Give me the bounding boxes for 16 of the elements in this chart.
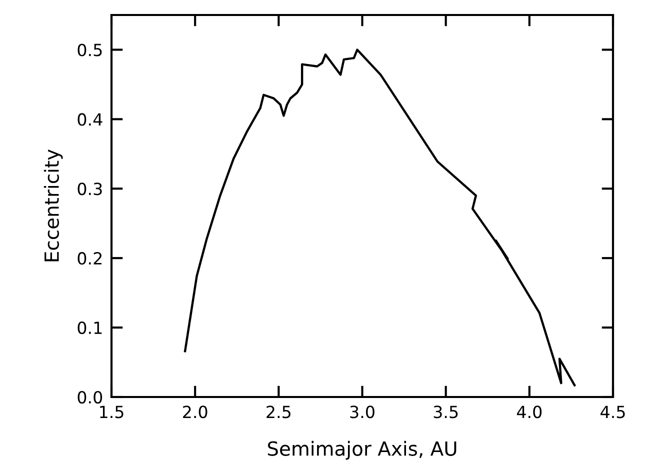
x-tick-label: 2.5 bbox=[266, 406, 290, 418]
x-tick-label: 1.5 bbox=[100, 406, 124, 418]
x-tick-label: 2.0 bbox=[183, 406, 208, 418]
y-axis-title: Eccentricity bbox=[44, 149, 63, 262]
x-tick-label: 4.0 bbox=[516, 406, 542, 418]
x-tick-label: 3.5 bbox=[434, 406, 458, 418]
y-tick-label: 0.3 bbox=[78, 182, 102, 196]
y-tick-label: 0.5 bbox=[78, 44, 102, 56]
line-series bbox=[184, 48, 576, 386]
x-tick-label: 3.0 bbox=[350, 406, 374, 418]
x-axis-title: Semimajor Axis, AU bbox=[268, 440, 456, 460]
y-tick-label: 0.0 bbox=[78, 390, 102, 404]
y-tick-label: 0.2 bbox=[78, 252, 102, 265]
y-tick-label: 0.1 bbox=[78, 322, 102, 334]
y-tick-label: 0.4 bbox=[78, 113, 102, 126]
x-tick-label: 4.5 bbox=[600, 406, 625, 418]
